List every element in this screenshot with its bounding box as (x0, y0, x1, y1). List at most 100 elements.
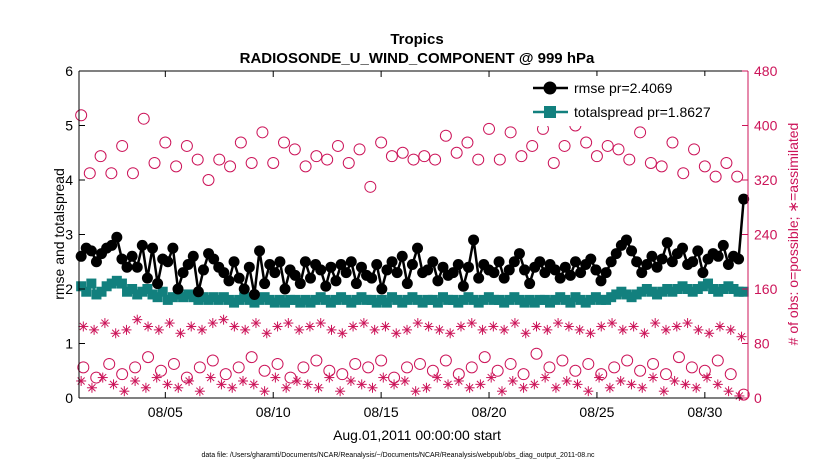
rmse-point (539, 267, 551, 279)
obs-assimilated-point (596, 321, 607, 332)
obs-possible-point (193, 361, 206, 374)
chart-title: Tropics (390, 31, 443, 48)
asterisk-stroke (713, 380, 722, 389)
totalspread-point (641, 284, 652, 294)
asterisk-stroke (185, 377, 193, 385)
obs-assimilated-point (615, 375, 626, 386)
obs-assimilated-point (604, 382, 615, 393)
totalspread-point (127, 284, 138, 294)
obs-assimilated-point (410, 386, 421, 397)
asterisk-stroke (401, 377, 409, 385)
obs-assimilated-point (585, 328, 596, 339)
obs-assimilated-point (173, 382, 184, 393)
rmse-point (218, 267, 230, 279)
totalspread-point (137, 286, 148, 297)
footnote: data file: /Users/gharamti/Documents/NCA… (201, 452, 595, 459)
rmse-point (677, 242, 689, 254)
rmse-point (355, 261, 367, 273)
rmse-point (259, 278, 271, 290)
obs-possible-point (530, 347, 543, 360)
rmse-point (208, 253, 220, 265)
asterisk-stroke (489, 322, 498, 331)
rmse-point (223, 275, 235, 287)
totalspread-point (580, 297, 591, 308)
asterisk-stroke (670, 377, 679, 385)
totalspread-point (76, 281, 87, 292)
totalspread-point (713, 286, 724, 297)
asterisk-stroke (640, 329, 649, 338)
totalspread-point (183, 289, 194, 300)
obs-assimilated-point (238, 375, 249, 386)
asterisk-stroke (165, 319, 174, 327)
totalspread-point (157, 286, 168, 297)
obs-possible-point (634, 364, 647, 377)
totalspread-point (575, 294, 586, 305)
obs-possible-point (234, 136, 247, 149)
rmse-point (554, 272, 566, 284)
asterisk-stroke (424, 322, 433, 331)
rmse-point (722, 258, 734, 270)
obs-possible-point (558, 139, 571, 152)
totalspread-point (142, 284, 153, 294)
totalspread-point (504, 294, 515, 305)
asterisk-stroke (293, 377, 301, 385)
rmse-point (238, 283, 250, 295)
obs-assimilated-point (607, 318, 618, 329)
asterisk-stroke (554, 319, 562, 327)
obs-possible-point (213, 153, 226, 166)
y-tick-label: 1 (65, 336, 73, 352)
totalspread-point (534, 294, 545, 305)
rmse-point (412, 242, 424, 254)
obs-assimilated-point (391, 328, 402, 339)
obs-possible-point (245, 351, 258, 364)
totalspread-point (565, 297, 576, 308)
obs-assimilated-point (628, 321, 639, 332)
rmse-point (396, 250, 408, 262)
rmse-point (340, 267, 352, 279)
rmse-point (605, 256, 617, 268)
obs-assimilated-point (304, 321, 315, 332)
obs-assimilated-point (680, 379, 691, 390)
asterisk-stroke (422, 383, 431, 392)
asterisk-stroke (284, 319, 293, 327)
obs-possible-point (439, 354, 452, 367)
rmse-point (503, 264, 515, 276)
rmse-point (432, 275, 444, 287)
totalspread-point (509, 292, 520, 303)
rmse-point (172, 283, 184, 295)
totalspread-point (315, 292, 326, 303)
y-right-tick-label: 320 (754, 172, 778, 188)
totalspread-point (412, 294, 423, 305)
obs-assimilated-point (248, 379, 259, 390)
obs-assimilated-point (464, 382, 475, 393)
asterisk-stroke (101, 319, 109, 327)
obs-possible-point (672, 351, 685, 364)
legend-box (528, 76, 742, 126)
totalspread-point (646, 286, 657, 297)
y-right-tick-label: 240 (754, 227, 778, 243)
obs-assimilated-point (356, 379, 367, 390)
obs-assimilated-point (572, 379, 583, 390)
obs-assimilated-point (412, 318, 423, 329)
obs-possible-point (659, 368, 672, 381)
totalspread-point (244, 294, 255, 305)
totalspread-point (86, 278, 97, 289)
rmse-point (513, 248, 525, 260)
rmse-point (335, 258, 347, 270)
obs-assimilated-point (97, 372, 108, 383)
asterisk-stroke (230, 322, 239, 331)
obs-assimilated-point (650, 318, 661, 329)
rmse-point (106, 239, 118, 251)
obs-possible-point (83, 167, 96, 180)
obs-possible-point (556, 354, 569, 367)
asterisk-stroke (316, 319, 325, 327)
totalspread-point (91, 289, 102, 300)
asterisk-stroke (206, 373, 215, 382)
obs-possible-point (580, 136, 593, 149)
obs-possible-point (232, 361, 245, 374)
rmse-point (350, 278, 362, 290)
rmse-point (646, 250, 658, 262)
obs-possible-point (167, 357, 180, 370)
asterisk-stroke (541, 373, 549, 382)
y-tick-label: 2 (65, 281, 73, 297)
